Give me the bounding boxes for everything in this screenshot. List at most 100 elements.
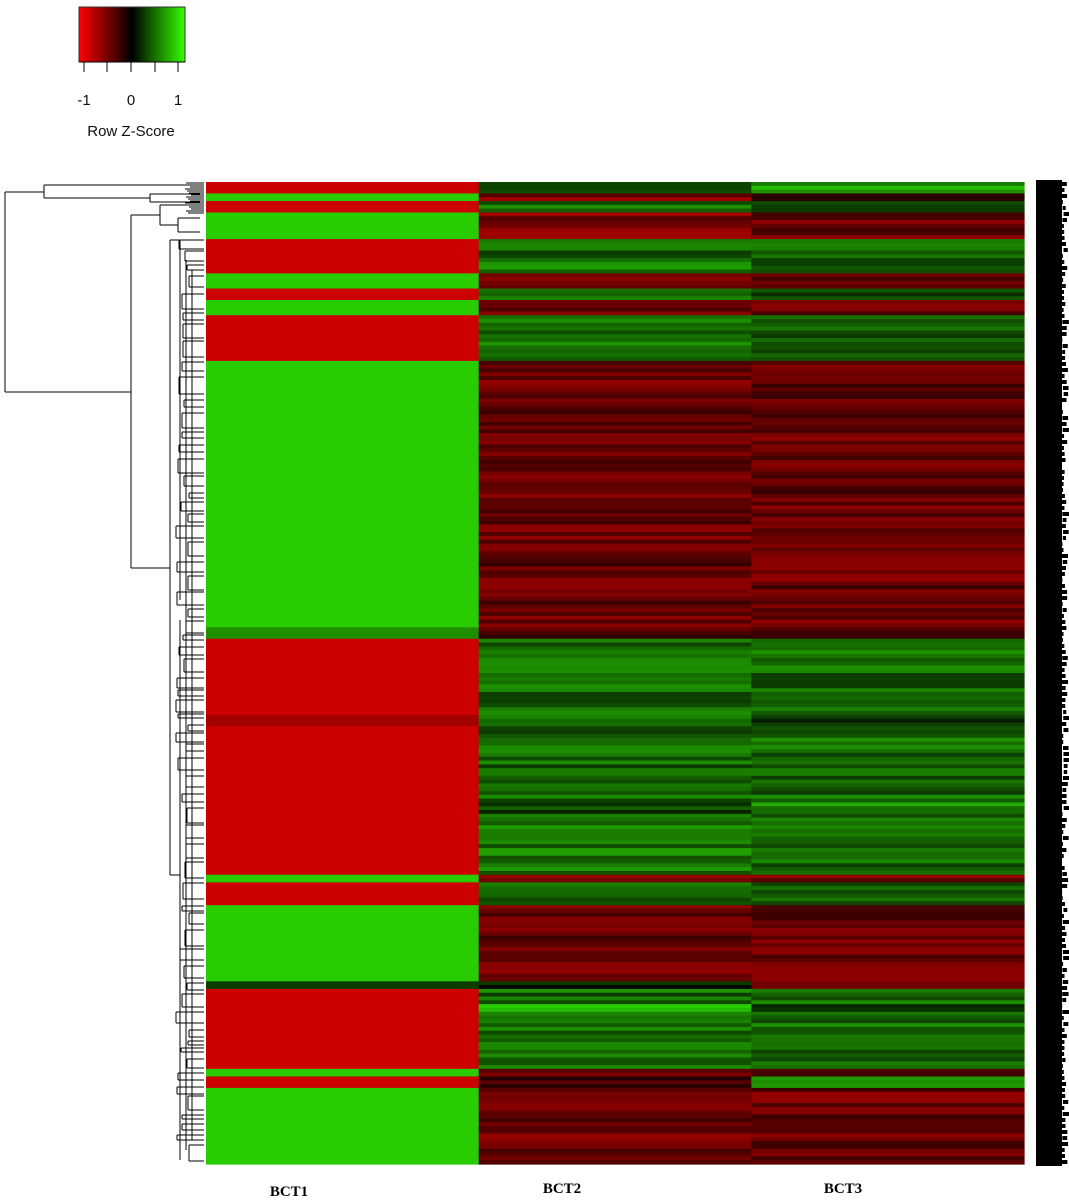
heatmap-cell-bct2 [478,532,752,537]
heatmap-cell-bct2 [478,280,752,286]
heatmap-cell-bct3 [751,429,1025,434]
heatmap-cell-bct3 [751,802,1025,807]
heatmap-cell-bct3 [751,608,1025,613]
heatmap-cell-bct1 [206,330,480,335]
heatmap-cell-bct2 [478,680,752,686]
heatmap-cell-bct2 [478,741,752,746]
heatmap-cell-bct2 [478,859,752,864]
heatmap-cell-bct2 [478,551,752,556]
heatmap-cell-bct2 [478,889,752,895]
heatmap-cell-bct3 [751,1072,1025,1078]
row-label-glyph [1061,368,1068,372]
heatmap-cell-bct1 [206,338,480,343]
heatmap-cell-bct1 [206,216,480,221]
heatmap-cell-bct1 [206,1110,480,1116]
heatmap-cell-bct3 [751,966,1025,971]
heatmap-cell-bct3 [751,345,1025,351]
heatmap-cell-bct1 [206,280,480,286]
heatmap-cell-bct2 [478,1072,752,1078]
heatmap-cell-bct3 [751,619,1025,625]
heatmap-cell-bct1 [206,829,480,834]
heatmap-cell-bct1 [206,467,480,472]
heatmap-cell-bct1 [206,513,480,518]
heatmap-cell-bct2 [478,437,752,442]
heatmap-cell-bct2 [478,954,752,960]
heatmap-cell-bct2 [478,471,752,476]
row-label-glyph [1062,218,1068,222]
heatmap-cell-bct1 [206,528,480,533]
heatmap-cell-bct2 [478,775,752,781]
heatmap-cell-bct1 [206,319,480,324]
heatmap-cell-bct2 [478,1129,752,1135]
heatmap-cell-bct2 [478,798,752,804]
row-label-glyph [1060,230,1065,234]
heatmap-cell-bct3 [751,790,1025,796]
heatmap-cell-bct1 [206,1148,480,1154]
heatmap-cell-bct1 [206,261,480,267]
heatmap-cell-bct1 [206,364,480,370]
heatmap-cell-bct2 [478,421,752,427]
heatmap-cell-bct1 [206,486,480,491]
heatmap-cell-bct3 [751,1068,1025,1074]
heatmap-cell-bct1 [206,966,480,971]
heatmap-cell-bct1 [206,771,480,777]
heatmap-cell-bct1 [206,1015,480,1020]
heatmap-cell-bct1 [206,379,480,385]
row-label-glyph [1062,596,1068,600]
heatmap-cell-bct1 [206,303,480,309]
heatmap-cell-bct1 [206,208,480,214]
heatmap-cell-bct1 [206,863,480,868]
heatmap-cell-bct2 [478,417,752,423]
heatmap-cell-bct2 [478,1160,752,1165]
row-label-glyph [1058,446,1065,450]
heatmap-cell-bct2 [478,315,752,320]
heatmap-cell-bct3 [751,1118,1025,1123]
heatmap-cell-bct3 [751,387,1025,392]
heatmap-cell-bct2 [478,692,752,697]
heatmap-cell-bct3 [751,277,1025,282]
heatmap-cell-bct2 [478,1049,752,1055]
row-label-glyph [1060,236,1065,240]
heatmap-cell-bct3 [751,775,1025,781]
heatmap-cell-bct2 [478,227,752,233]
heatmap-cell-bct3 [751,612,1025,617]
heatmap-cell-bct3 [751,779,1025,784]
heatmap-cell-bct3 [751,555,1025,560]
heatmap-cell-bct1 [206,848,480,853]
heatmap-cell-bct2 [478,935,752,941]
heatmap-cell-bct2 [478,1007,752,1013]
heatmap-cell-bct1 [206,547,480,552]
row-label-glyph [1059,1064,1063,1068]
heatmap-cell-bct3 [751,417,1025,423]
heatmap-cell-bct3 [751,840,1025,845]
heatmap-cell-bct1 [206,882,480,887]
heatmap-cell-bct3 [751,1007,1025,1013]
heatmap-cell-bct2 [478,516,752,522]
heatmap-cell-bct2 [478,939,752,944]
heatmap-cell-bct2 [478,1000,752,1005]
heatmap-cell-bct2 [478,440,752,446]
heatmap-cell-bct3 [751,574,1025,579]
heatmap-cell-bct1 [206,1061,480,1066]
heatmap-cell-bct2 [478,402,752,408]
heatmap-cell-bct2 [478,1015,752,1020]
row-label-glyph [1063,758,1069,762]
heatmap-cell-bct3 [751,722,1025,727]
heatmap-cell-bct2 [478,1156,752,1161]
heatmap-cell-bct3 [751,1026,1025,1032]
row-label-glyph [1060,476,1064,480]
heatmap-cell-bct1 [206,1023,480,1028]
heatmap-cell-bct3 [751,844,1025,849]
row-label-glyph [1061,440,1068,444]
heatmap-cell-bct1 [206,296,480,301]
heatmap-cell-bct2 [478,752,752,758]
heatmap-cell-bct1 [206,383,480,389]
heatmap-cell-bct1 [206,813,480,819]
heatmap-cell-bct3 [751,950,1025,956]
row-label-glyph [1062,992,1069,996]
heatmap-cell-bct3 [751,406,1025,411]
row-label-glyph [1058,404,1062,408]
row-label-glyph [1058,1076,1065,1080]
heatmap-cell-bct2 [478,844,752,849]
heatmap-cell-bct3 [751,855,1025,861]
